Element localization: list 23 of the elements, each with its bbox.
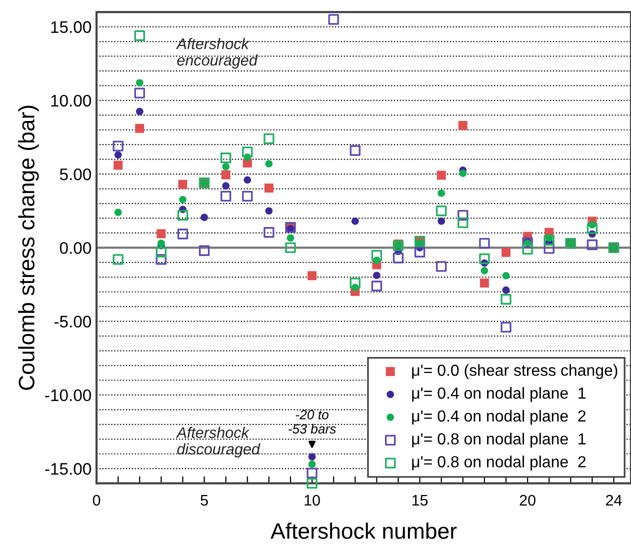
y-axis-title: Coulomb stress change (bar): [18, 106, 39, 390]
legend-label: μ'= 0.8 on nodal plane 1: [412, 432, 586, 448]
x-tick-label: 24: [606, 494, 622, 506]
annotation: Aftershock encouraged: [176, 38, 258, 69]
y-tick-label: 10.00: [51, 94, 92, 107]
x-tick-label: 15: [412, 495, 428, 506]
y-tick-label: 0.00: [60, 242, 92, 254]
y-tick-label: -5.00: [54, 316, 92, 328]
y-tick-label: 15.00: [51, 21, 92, 33]
legend-label: μ'= 0.0 (shear stress change): [412, 364, 618, 380]
y-tick-label: -10.00: [45, 389, 92, 402]
x-tick-label: 20: [520, 494, 536, 506]
x-axis-title: Aftershock number: [270, 522, 457, 539]
legend-label: μ'= 0.4 on nodal plane 2: [412, 410, 586, 425]
legend-label: μ'= 0.4 on nodal plane 1: [412, 387, 586, 402]
annotation: Aftershock discouraged: [176, 426, 260, 458]
annotation: -20 to -53 bars: [288, 410, 336, 434]
y-tick-label: -15.00: [45, 463, 92, 475]
legend-label: μ'= 0.8 on nodal plane 2: [412, 456, 586, 471]
x-tick-label: 10: [304, 494, 320, 506]
x-tick-label: 0: [92, 494, 100, 506]
y-tick-label: 5.00: [60, 168, 92, 180]
x-tick-label: 5: [200, 495, 208, 506]
